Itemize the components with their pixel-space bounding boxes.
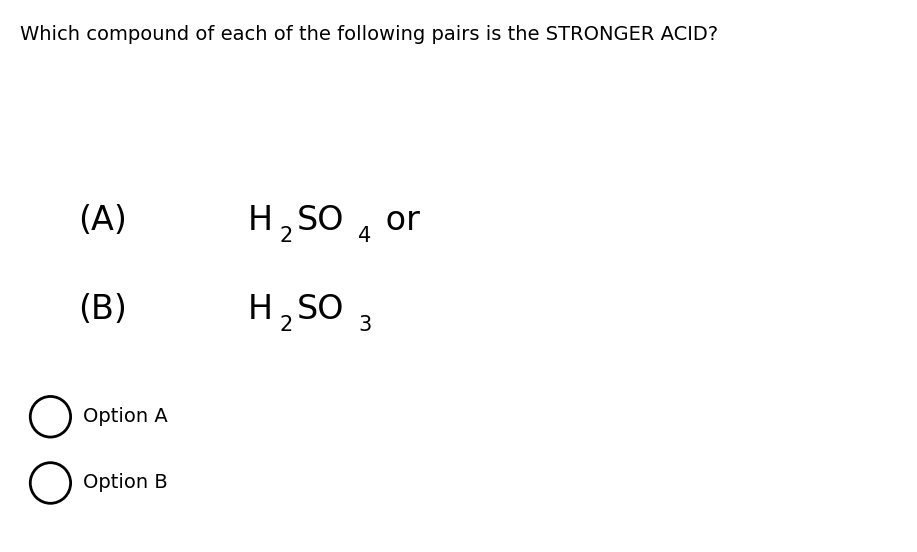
- Text: 3: 3: [359, 315, 371, 335]
- Text: Option A: Option A: [83, 407, 168, 426]
- Text: 4: 4: [359, 226, 371, 246]
- Text: Option B: Option B: [83, 474, 168, 492]
- Text: H: H: [248, 204, 272, 237]
- Text: 2: 2: [280, 226, 293, 246]
- Text: (A): (A): [78, 204, 127, 237]
- Text: (B): (B): [78, 293, 127, 326]
- Text: or: or: [375, 204, 420, 237]
- Text: SO: SO: [297, 293, 345, 326]
- Text: 2: 2: [280, 315, 293, 335]
- Text: H: H: [248, 293, 272, 326]
- Text: SO: SO: [297, 204, 345, 237]
- Text: Which compound of each of the following pairs is the STRONGER ACID?: Which compound of each of the following …: [20, 25, 718, 44]
